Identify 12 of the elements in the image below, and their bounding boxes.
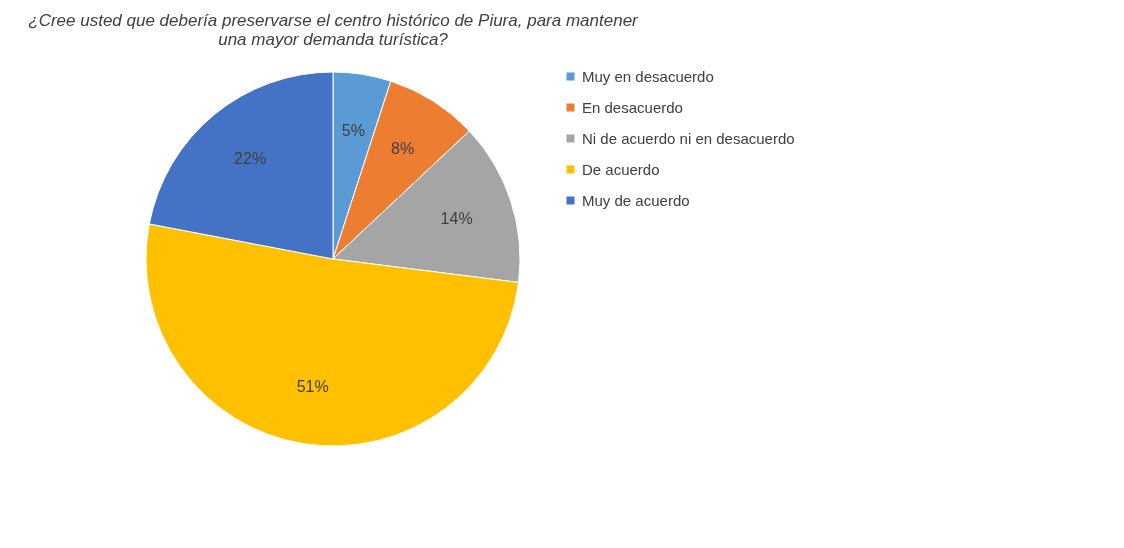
data-label: 8% (391, 140, 415, 158)
text: ¿Cree usted que debería preservarse el centro histórico de Piura, para mantener (28, 11, 638, 30)
data-label: 51% (296, 378, 329, 396)
text: una mayor demanda turística? (218, 30, 448, 49)
data-label: 22% (234, 149, 267, 167)
data-label: 14% (440, 209, 473, 227)
legend-label: Muy de acuerdo (582, 191, 690, 209)
data-label: 5% (341, 121, 365, 139)
legend-label: De acuerdo (582, 160, 660, 178)
legend-label: En desacuerdo (582, 98, 683, 116)
legend-label: Ni de acuerdo ni en desacuerdo (582, 129, 795, 147)
legend-label: Muy en desacuerdo (582, 67, 714, 85)
